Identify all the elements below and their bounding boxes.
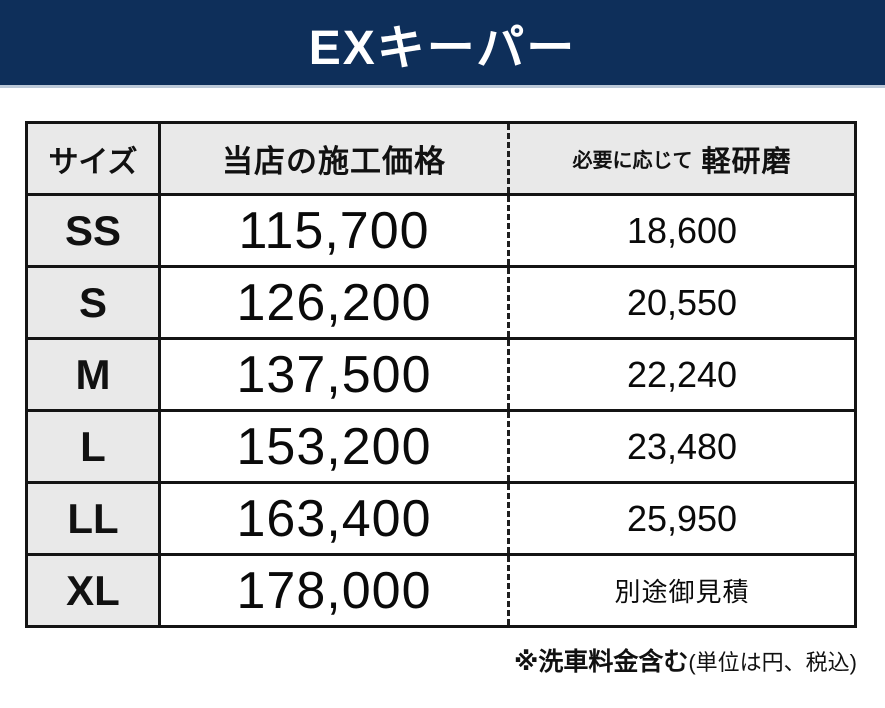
polish-value: 22,240 <box>626 353 738 395</box>
size-cell: SS <box>28 196 161 265</box>
polish-cell: 別途御見積 <box>510 556 854 625</box>
price-value: 153,200 <box>236 417 432 476</box>
title-banner: EXキーパー <box>0 0 885 88</box>
footnote-regular-text: (単位は円、税込) <box>688 650 857 675</box>
price-cell: 115,700 <box>161 196 510 265</box>
page-title: EXキーパー <box>308 21 577 75</box>
size-label: LL <box>67 494 119 542</box>
polish-value: 20,550 <box>626 281 738 323</box>
price-cell: 126,200 <box>161 268 510 337</box>
size-label: L <box>80 422 106 470</box>
price-value: 126,200 <box>236 273 432 332</box>
column-header-size-label: サイズ <box>48 145 138 179</box>
table-row: XL 178,000 別途御見積 <box>28 553 854 625</box>
column-header-price: 当店の施工価格 <box>161 124 510 193</box>
table-row: S 126,200 20,550 <box>28 265 854 337</box>
polish-cell: 18,600 <box>510 196 854 265</box>
size-cell: LL <box>28 484 161 553</box>
column-header-polish: 必要に応じて 軽研磨 <box>510 124 854 193</box>
price-cell: 153,200 <box>161 412 510 481</box>
price-cell: 163,400 <box>161 484 510 553</box>
size-label: XL <box>66 566 120 614</box>
polish-cell: 25,950 <box>510 484 854 553</box>
table-header-row: サイズ 当店の施工価格 必要に応じて 軽研磨 <box>28 124 854 193</box>
column-header-price-label: 当店の施工価格 <box>222 144 446 179</box>
price-value: 137,500 <box>236 345 432 404</box>
column-header-size: サイズ <box>28 124 161 193</box>
table-row: L 153,200 23,480 <box>28 409 854 481</box>
table-row: M 137,500 22,240 <box>28 337 854 409</box>
price-value: 178,000 <box>236 561 432 620</box>
polish-cell: 20,550 <box>510 268 854 337</box>
table-row: LL 163,400 25,950 <box>28 481 854 553</box>
polish-value: 別途御見積 <box>614 577 750 607</box>
footnote: ※洗車料金含む(単位は円、税込) <box>25 642 857 678</box>
polish-cell: 22,240 <box>510 340 854 409</box>
polish-value: 25,950 <box>626 497 738 539</box>
price-table: サイズ 当店の施工価格 必要に応じて 軽研磨 SS 115,700 18,600… <box>25 121 857 628</box>
size-label: S <box>78 278 107 326</box>
size-cell: L <box>28 412 161 481</box>
footnote-bold-text: ※洗車料金含む <box>514 648 689 676</box>
polish-cell: 23,480 <box>510 412 854 481</box>
price-cell: 178,000 <box>161 556 510 625</box>
size-label: M <box>75 350 111 398</box>
table-row: SS 115,700 18,600 <box>28 193 854 265</box>
price-value: 163,400 <box>236 489 432 548</box>
polish-value: 23,480 <box>626 425 738 467</box>
price-cell: 137,500 <box>161 340 510 409</box>
column-header-polish-main: 軽研磨 <box>701 145 792 178</box>
column-header-polish-prefix: 必要に応じて <box>572 150 693 172</box>
size-label: SS <box>64 206 122 254</box>
size-cell: M <box>28 340 161 409</box>
size-cell: XL <box>28 556 161 625</box>
size-cell: S <box>28 268 161 337</box>
price-value: 115,700 <box>238 201 430 260</box>
polish-value: 18,600 <box>626 209 738 251</box>
